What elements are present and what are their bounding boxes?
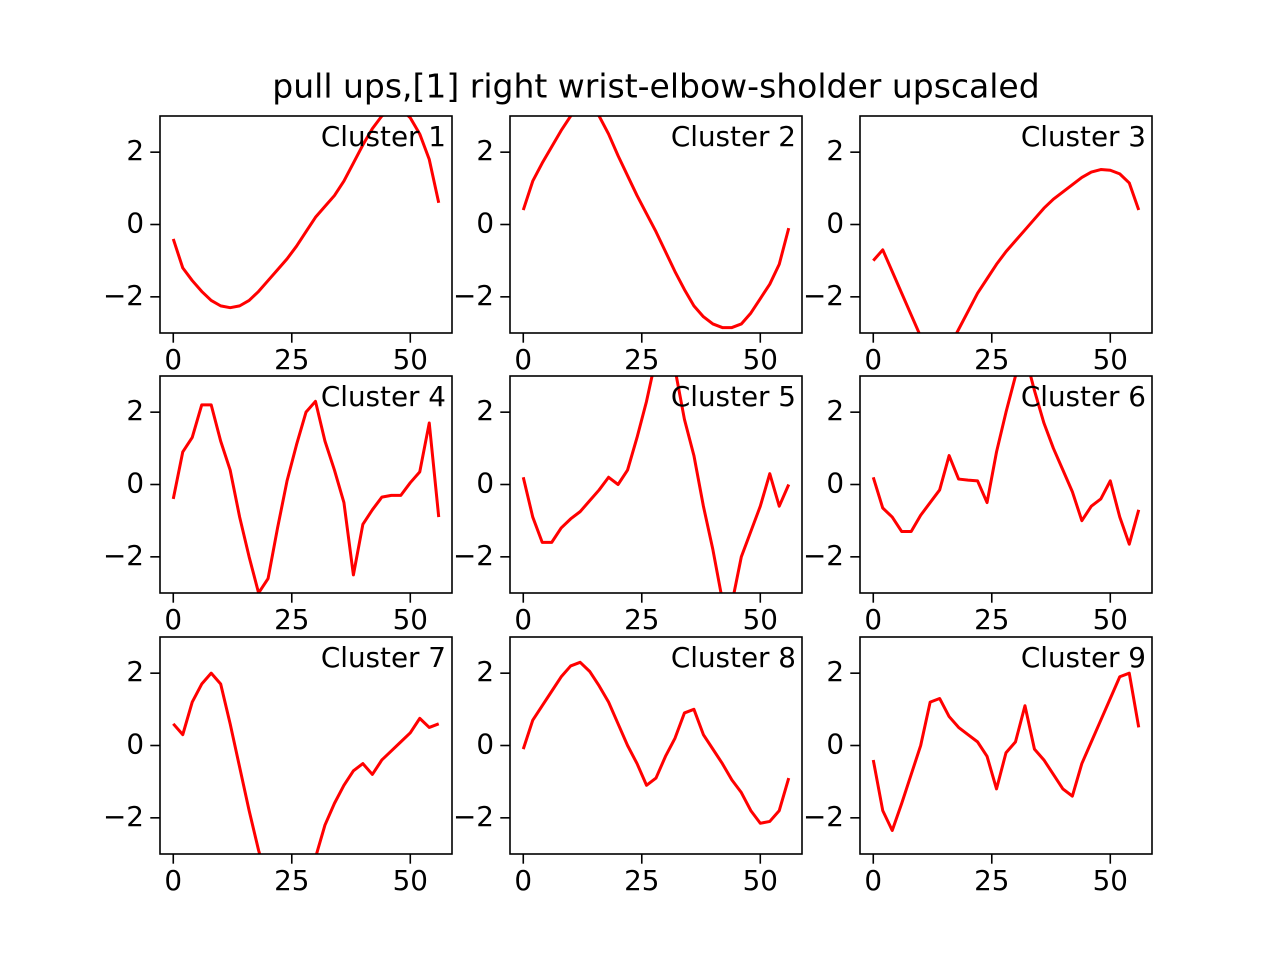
data-line xyxy=(521,376,791,593)
x-tick-label: 50 xyxy=(393,864,428,897)
data-line xyxy=(871,376,1141,546)
x-tick-label: 0 xyxy=(164,343,182,376)
legend-label: Cluster 4 xyxy=(321,380,446,413)
subplot: 0 25 50 −2 0 2 Cluster 2 xyxy=(453,115,803,376)
y-tick-label: 0 xyxy=(826,207,844,240)
x-tick-label: 50 xyxy=(743,864,778,897)
y-tick-label: 2 xyxy=(826,655,844,688)
data-line xyxy=(172,671,440,854)
subplot: 0 25 50 −2 0 2 Cluster 4 xyxy=(103,375,453,636)
y-tick-label: 0 xyxy=(126,207,144,240)
x-tick-label: 0 xyxy=(864,343,882,376)
x-tick-label: 50 xyxy=(743,603,778,636)
x-tick-label: 0 xyxy=(164,864,182,897)
plot-area xyxy=(172,671,440,854)
plot-area xyxy=(872,168,1141,333)
y-tick-label: −2 xyxy=(103,800,144,833)
x-tick-label: 25 xyxy=(974,864,1009,897)
legend-label: Cluster 7 xyxy=(321,641,446,674)
subplot: 0 25 50 −2 0 2 Cluster 9 xyxy=(803,636,1153,897)
x-tick-label: 25 xyxy=(974,603,1009,636)
x-tick-label: 50 xyxy=(393,343,428,376)
data-line xyxy=(171,399,441,593)
plot-area xyxy=(521,116,791,330)
y-tick-label: 0 xyxy=(476,728,494,761)
legend-label: Cluster 5 xyxy=(671,380,796,413)
plot-area xyxy=(171,116,441,310)
y-tick-label: 0 xyxy=(126,467,144,500)
data-line xyxy=(871,671,1141,832)
x-tick-label: 25 xyxy=(974,343,1009,376)
x-tick-label: 25 xyxy=(624,343,659,376)
y-tick-label: −2 xyxy=(453,800,494,833)
y-tick-label: 0 xyxy=(476,467,494,500)
y-tick-label: −2 xyxy=(803,279,844,312)
x-tick-label: 25 xyxy=(624,603,659,636)
plot-area xyxy=(521,376,791,593)
x-tick-label: 50 xyxy=(1093,864,1128,897)
x-tick-label: 50 xyxy=(743,343,778,376)
x-tick-label: 0 xyxy=(164,603,182,636)
x-tick-label: 0 xyxy=(514,343,532,376)
y-tick-label: 2 xyxy=(826,134,844,167)
x-tick-label: 50 xyxy=(1093,603,1128,636)
x-tick-label: 25 xyxy=(274,603,309,636)
data-line xyxy=(521,116,791,330)
x-tick-label: 25 xyxy=(274,343,309,376)
x-tick-label: 50 xyxy=(393,603,428,636)
plot-area xyxy=(871,376,1141,546)
y-tick-label: −2 xyxy=(103,279,144,312)
y-tick-label: 0 xyxy=(126,728,144,761)
subplot: 0 25 50 −2 0 2 Cluster 5 xyxy=(453,375,803,636)
plot-area xyxy=(521,660,791,825)
data-line xyxy=(521,660,791,825)
y-tick-label: −2 xyxy=(453,279,494,312)
y-tick-label: 2 xyxy=(126,394,144,427)
y-tick-label: 2 xyxy=(126,655,144,688)
x-tick-label: 0 xyxy=(864,864,882,897)
subplot: 0 25 50 −2 0 2 Cluster 1 xyxy=(103,115,453,376)
subplot: 0 25 50 −2 0 2 Cluster 6 xyxy=(803,375,1153,636)
y-tick-label: 2 xyxy=(476,655,494,688)
legend-label: Cluster 2 xyxy=(671,120,796,153)
y-tick-label: 2 xyxy=(826,394,844,427)
y-tick-label: 0 xyxy=(476,207,494,240)
data-line xyxy=(171,116,441,310)
x-tick-label: 0 xyxy=(514,864,532,897)
legend-label: Cluster 9 xyxy=(1021,641,1146,674)
x-tick-label: 0 xyxy=(864,603,882,636)
y-tick-label: −2 xyxy=(803,800,844,833)
plot-area xyxy=(171,399,441,593)
y-tick-label: 2 xyxy=(476,394,494,427)
legend-label: Cluster 1 xyxy=(321,120,446,153)
y-tick-label: 0 xyxy=(826,728,844,761)
subplot: 0 25 50 −2 0 2 Cluster 7 xyxy=(103,636,453,897)
x-tick-label: 0 xyxy=(514,603,532,636)
y-tick-label: −2 xyxy=(453,539,494,572)
x-tick-label: 25 xyxy=(274,864,309,897)
legend-label: Cluster 8 xyxy=(671,641,796,674)
data-line xyxy=(872,168,1141,333)
y-tick-label: −2 xyxy=(103,539,144,572)
plot-area xyxy=(871,671,1141,832)
figure-title: pull ups,[1] right wrist-elbow-sholder u… xyxy=(272,67,1039,106)
x-tick-label: 25 xyxy=(624,864,659,897)
y-tick-label: 0 xyxy=(826,467,844,500)
x-tick-label: 50 xyxy=(1093,343,1128,376)
subplot: 0 25 50 −2 0 2 Cluster 3 xyxy=(803,115,1153,376)
y-tick-label: 2 xyxy=(126,134,144,167)
legend-label: Cluster 3 xyxy=(1021,120,1146,153)
subplot: 0 25 50 −2 0 2 Cluster 8 xyxy=(453,636,803,897)
y-tick-label: 2 xyxy=(476,134,494,167)
legend-label: Cluster 6 xyxy=(1021,380,1146,413)
y-tick-label: −2 xyxy=(803,539,844,572)
